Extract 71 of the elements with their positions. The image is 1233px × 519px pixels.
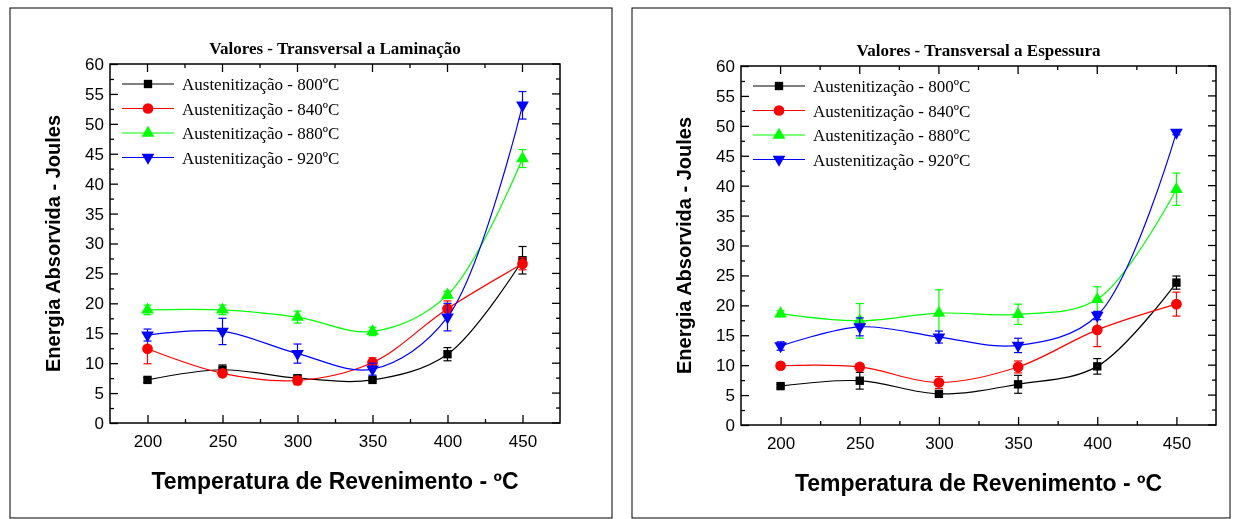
chart-title: Valores - Transversal a Laminação bbox=[209, 39, 461, 58]
point bbox=[516, 101, 529, 113]
x-tick-label: 300 bbox=[925, 434, 954, 454]
point bbox=[775, 360, 786, 372]
legend-label: Austenitização - 840ºC bbox=[813, 101, 971, 121]
y-tick-label: 35 bbox=[85, 204, 104, 224]
point bbox=[855, 376, 864, 385]
point bbox=[934, 389, 944, 399]
y-tick-label: 30 bbox=[716, 236, 735, 256]
y-tick-label: 0 bbox=[725, 415, 735, 435]
y-tick-label: 60 bbox=[85, 54, 104, 74]
point bbox=[1171, 298, 1182, 310]
point bbox=[932, 305, 946, 317]
point bbox=[774, 306, 787, 318]
y-tick-label: 40 bbox=[716, 176, 735, 196]
y-tick-label: 50 bbox=[716, 116, 735, 136]
x-tick-label: 350 bbox=[358, 432, 388, 452]
y-tick-label: 25 bbox=[716, 266, 735, 286]
y-tick-label: 0 bbox=[94, 413, 104, 433]
x-tick-label: 300 bbox=[283, 432, 313, 452]
y-tick-label: 5 bbox=[725, 386, 735, 406]
point bbox=[1093, 362, 1102, 371]
y-tick-label: 5 bbox=[94, 384, 104, 404]
x-axis-title: Temperatura de Revenimento - ºC bbox=[151, 468, 519, 494]
point bbox=[441, 313, 454, 325]
y-tick-label: 10 bbox=[85, 354, 104, 374]
x-axis-title: Temperatura de Revenimento - ºC bbox=[794, 470, 1163, 496]
x-tick-label: 200 bbox=[766, 434, 796, 454]
point bbox=[142, 343, 153, 355]
point bbox=[291, 349, 304, 361]
y-tick-label: 40 bbox=[85, 174, 104, 194]
y-tick-label: 20 bbox=[85, 294, 104, 314]
y-tick-label: 50 bbox=[85, 114, 104, 134]
y-tick-label: 20 bbox=[716, 296, 735, 316]
y-tick-label: 45 bbox=[85, 144, 104, 164]
x-tick-label: 450 bbox=[508, 432, 538, 452]
y-axis-title: Energia Absorvida - Joules bbox=[42, 114, 64, 373]
point bbox=[1013, 380, 1023, 389]
legend-label: Austenitização - 880ºC bbox=[813, 126, 971, 145]
point bbox=[1011, 341, 1025, 353]
y-tick-label: 60 bbox=[716, 56, 735, 76]
y-tick-label: 55 bbox=[85, 84, 104, 104]
point bbox=[216, 327, 229, 339]
y-tick-label: 15 bbox=[85, 324, 104, 344]
y-tick-label: 55 bbox=[716, 86, 735, 106]
point bbox=[1170, 181, 1183, 193]
x-tick-label: 350 bbox=[1004, 434, 1033, 454]
x-tick-label: 250 bbox=[208, 432, 238, 452]
x-tick-label: 400 bbox=[1083, 434, 1112, 454]
x-tick-label: 250 bbox=[846, 434, 875, 454]
legend-label: Austenitização - 840ºC bbox=[182, 99, 340, 119]
y-tick-label: 35 bbox=[716, 206, 735, 226]
x-tick-label: 400 bbox=[433, 432, 463, 452]
y-tick-label: 25 bbox=[85, 264, 104, 284]
y-tick-label: 10 bbox=[716, 356, 735, 376]
y-tick-label: 30 bbox=[85, 234, 104, 254]
legend-label: Austenitização - 800ºC bbox=[182, 75, 340, 94]
x-tick-label: 450 bbox=[1162, 434, 1192, 454]
y-tick-label: 15 bbox=[716, 326, 735, 346]
point bbox=[1090, 292, 1104, 304]
legend-label: Austenitização - 920ºC bbox=[182, 148, 340, 168]
legend-label: Austenitização - 920ºC bbox=[813, 150, 971, 170]
y-axis-title: Energia Absorvida - Joules bbox=[673, 116, 695, 375]
point bbox=[1091, 324, 1103, 336]
x-tick-label: 200 bbox=[133, 432, 163, 452]
point bbox=[516, 151, 529, 163]
legend-label: Austenitização - 800ºC bbox=[813, 77, 971, 96]
y-tick-label: 45 bbox=[716, 146, 735, 166]
point bbox=[1011, 306, 1025, 318]
legend-label: Austenitização - 880ºC bbox=[182, 124, 340, 143]
chart-title: Valores - Transversal a Espessura bbox=[856, 41, 1101, 60]
